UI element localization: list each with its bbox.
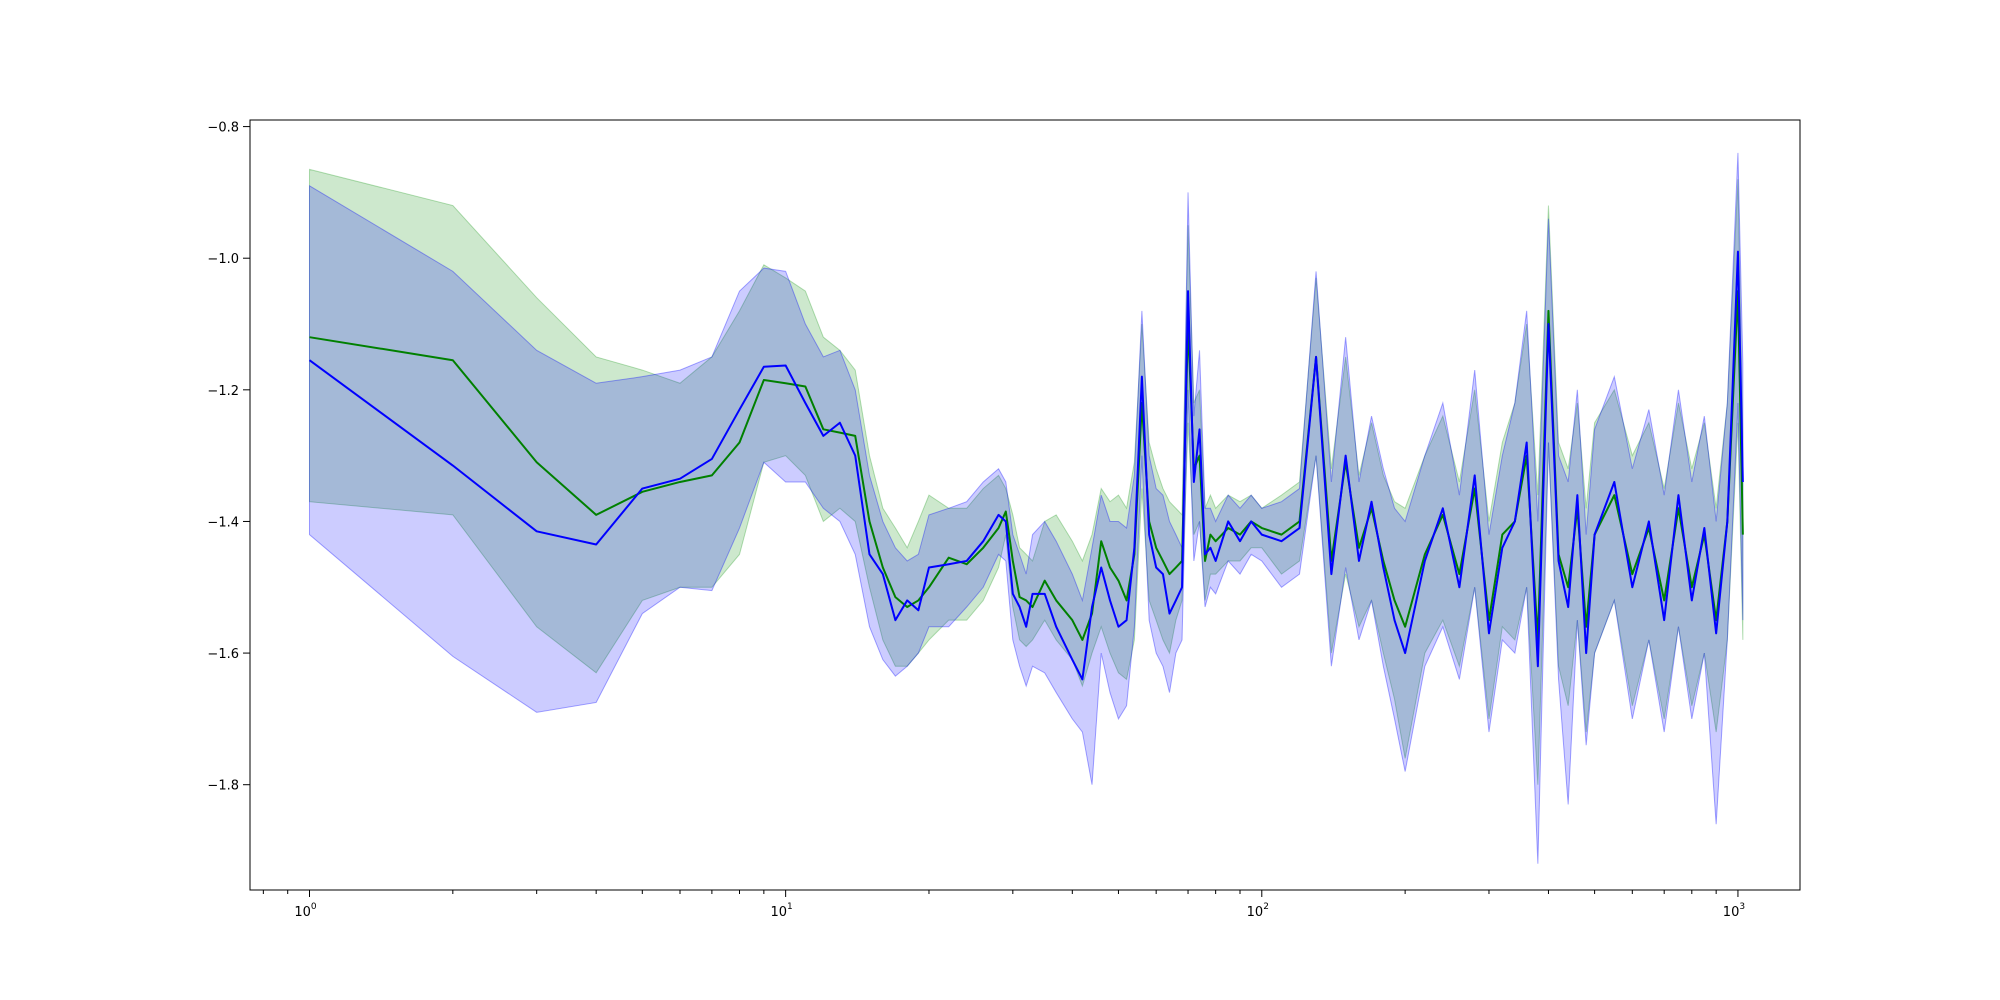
x-tick-label: 103: [1723, 902, 1745, 920]
y-tick-label: −1.4: [207, 515, 239, 530]
x-tick-label: 101: [770, 902, 792, 920]
x-tick-base: 10: [1247, 905, 1264, 920]
confidence-bands: [308, 152, 1744, 864]
x-tick-base: 10: [770, 905, 787, 920]
y-tick-label: −1.8: [207, 779, 239, 794]
x-tick-base: 10: [294, 905, 311, 920]
series-line-1: [308, 250, 1744, 681]
y-tick-label: −1.0: [207, 252, 239, 267]
y-axis: −1.8 −1.6 −1.4 −1.2 −1.0 −0.8: [207, 121, 250, 794]
y-tick-label: −1.6: [207, 647, 239, 662]
confidence-band-0: [308, 168, 1744, 785]
confidence-band-1: [308, 152, 1744, 864]
y-tick-label: −1.2: [207, 384, 239, 399]
axes-frame: [249, 119, 1801, 891]
x-tick-exponent: 3: [1739, 902, 1745, 912]
x-tick-exponent: 1: [787, 902, 793, 912]
x-axis: 100 101 102 103: [262, 890, 1745, 920]
x-tick-exponent: 0: [311, 902, 317, 912]
series-lines: [308, 250, 1744, 681]
x-tick-exponent: 2: [1263, 902, 1269, 912]
x-tick-label: 100: [294, 902, 317, 920]
x-tick-base: 10: [1723, 905, 1740, 920]
x-tick-label: 102: [1247, 902, 1269, 920]
y-tick-label: −0.8: [207, 121, 239, 136]
